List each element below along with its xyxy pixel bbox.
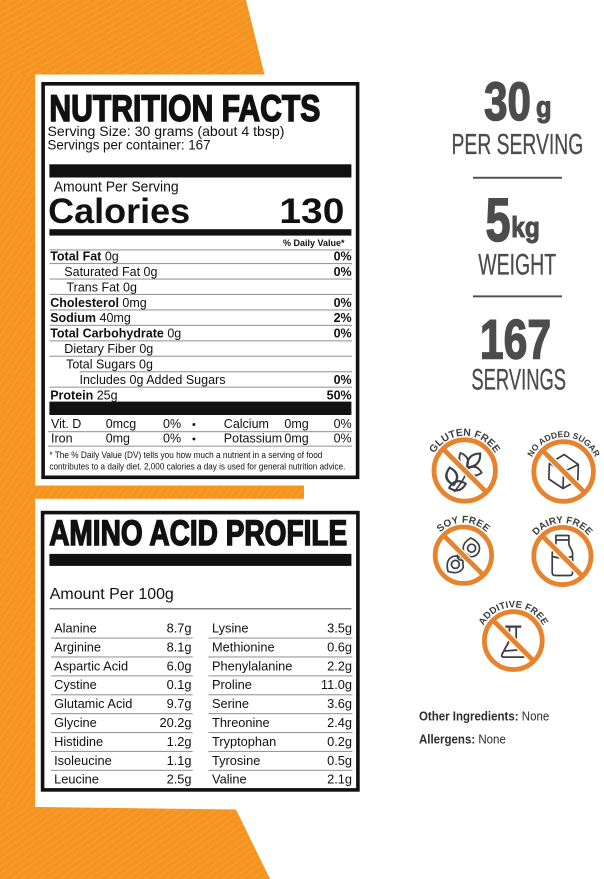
svg-text:2.1g: 2.1g — [327, 772, 352, 787]
svg-text:0.2g: 0.2g — [327, 734, 352, 749]
svg-text:Histidine: Histidine — [54, 734, 103, 749]
svg-text:Servings per container: 167: Servings per container: 167 — [48, 137, 211, 153]
svg-text:AMINO ACID PROFILE: AMINO ACID PROFILE — [49, 514, 347, 553]
svg-text:0%: 0% — [334, 417, 352, 431]
svg-text:Alanine: Alanine — [54, 621, 97, 636]
svg-text:0mg: 0mg — [284, 417, 308, 431]
svg-text:3.5g: 3.5g — [327, 621, 352, 636]
svg-text:0%: 0% — [334, 373, 352, 387]
svg-text:130: 130 — [279, 192, 344, 231]
svg-text:Tryptophan: Tryptophan — [212, 734, 276, 749]
svg-text:2.4g: 2.4g — [327, 715, 352, 730]
svg-text:g: g — [536, 91, 552, 124]
svg-text:Sodium 40mg: Sodium 40mg — [50, 311, 131, 325]
svg-text:3.6g: 3.6g — [327, 696, 352, 711]
svg-text:Iron: Iron — [51, 431, 73, 445]
svg-text:Valine: Valine — [212, 772, 247, 787]
svg-text:0%: 0% — [334, 327, 352, 341]
svg-text:0.6g: 0.6g — [327, 639, 352, 654]
svg-text:•: • — [192, 433, 196, 445]
svg-text:Saturated Fat 0g: Saturated Fat 0g — [64, 265, 157, 279]
svg-text:Total Fat 0g: Total Fat 0g — [50, 249, 119, 263]
svg-text:Aspartic Acid: Aspartic Acid — [54, 658, 128, 673]
svg-text:PER SERVING: PER SERVING — [452, 129, 584, 161]
svg-text:Potassium: Potassium — [224, 431, 282, 445]
svg-text:Amount Per 100g: Amount Per 100g — [50, 586, 174, 603]
svg-text:0%: 0% — [334, 296, 352, 310]
svg-text:Cystine: Cystine — [54, 677, 97, 692]
svg-text:Other Ingredients: None: Other Ingredients: None — [419, 709, 549, 724]
svg-text:0%: 0% — [163, 431, 181, 445]
svg-text:Isoleucine: Isoleucine — [54, 753, 112, 768]
svg-text:Dietary Fiber 0g: Dietary Fiber 0g — [64, 342, 153, 356]
svg-text:0mg: 0mg — [284, 431, 308, 445]
svg-text:2%: 2% — [334, 311, 352, 325]
svg-text:167: 167 — [480, 309, 551, 371]
svg-text:Calories: Calories — [48, 192, 190, 231]
svg-text:Serine: Serine — [212, 696, 249, 711]
svg-text:WEIGHT: WEIGHT — [478, 249, 556, 282]
svg-text:Phenylalanine: Phenylalanine — [212, 658, 292, 673]
svg-text:Arginine: Arginine — [54, 639, 101, 654]
svg-text:NUTRITION FACTS: NUTRITION FACTS — [49, 88, 320, 129]
svg-text:8.7g: 8.7g — [167, 621, 192, 636]
svg-text:% Daily Value*: % Daily Value* — [283, 238, 345, 248]
svg-text:2.5g: 2.5g — [167, 772, 192, 787]
svg-text:30: 30 — [484, 72, 531, 132]
svg-text:contributes to a daily diet. 2: contributes to a daily diet. 2,000 calor… — [49, 462, 345, 472]
svg-text:5: 5 — [485, 186, 510, 255]
svg-text:Tyrosine: Tyrosine — [212, 753, 260, 768]
svg-text:50%: 50% — [327, 389, 352, 403]
svg-text:Calcium: Calcium — [224, 417, 269, 431]
svg-text:11.0g: 11.0g — [321, 677, 352, 692]
svg-text:Leucine: Leucine — [54, 772, 99, 787]
svg-text:Proline: Proline — [212, 677, 252, 692]
svg-text:Threonine: Threonine — [212, 715, 270, 730]
svg-text:Includes 0g Added Sugars: Includes 0g Added Sugars — [80, 373, 226, 387]
svg-text:* The % Daily Value (DV) tells: * The % Daily Value (DV) tells you how m… — [49, 450, 322, 460]
svg-text:Serving Size: 30 grams (about: Serving Size: 30 grams (about 4 tbsp) — [48, 123, 285, 139]
svg-text:SERVINGS: SERVINGS — [471, 364, 566, 397]
svg-text:1.2g: 1.2g — [167, 734, 192, 749]
svg-text:9.7g: 9.7g — [167, 696, 192, 711]
svg-text:•: • — [192, 419, 196, 431]
svg-text:Lysine: Lysine — [212, 621, 249, 636]
svg-text:Total Carbohydrate 0g: Total Carbohydrate 0g — [50, 327, 181, 341]
svg-text:0%: 0% — [334, 265, 352, 279]
svg-text:Glycine: Glycine — [54, 715, 97, 730]
svg-text:Allergens: None: Allergens: None — [419, 732, 506, 747]
svg-text:Methionine: Methionine — [212, 639, 275, 654]
svg-text:0%: 0% — [334, 431, 352, 445]
svg-text:1.1g: 1.1g — [167, 753, 192, 768]
svg-text:Cholesterol 0mg: Cholesterol 0mg — [50, 296, 147, 310]
svg-text:0%: 0% — [163, 417, 181, 431]
svg-text:Glutamic Acid: Glutamic Acid — [54, 696, 132, 711]
svg-text:8.1g: 8.1g — [167, 639, 192, 654]
svg-text:0.1g: 0.1g — [167, 677, 192, 692]
svg-text:Vit. D: Vit. D — [51, 417, 81, 431]
svg-text:0mg: 0mg — [106, 431, 130, 445]
svg-text:0.5g: 0.5g — [327, 753, 352, 768]
svg-text:Protein 25g: Protein 25g — [50, 389, 117, 403]
svg-text:0%: 0% — [334, 249, 352, 263]
svg-text:Amount Per Serving: Amount Per Serving — [54, 179, 179, 196]
svg-text:6.0g: 6.0g — [167, 658, 192, 673]
svg-text:0mcg: 0mcg — [106, 417, 137, 431]
svg-text:kg: kg — [511, 212, 540, 244]
svg-text:20.2g: 20.2g — [159, 715, 191, 730]
svg-text:Trans Fat 0g: Trans Fat 0g — [67, 280, 137, 294]
svg-text:Total Sugars 0g: Total Sugars 0g — [66, 358, 153, 372]
svg-text:2.2g: 2.2g — [327, 658, 352, 673]
